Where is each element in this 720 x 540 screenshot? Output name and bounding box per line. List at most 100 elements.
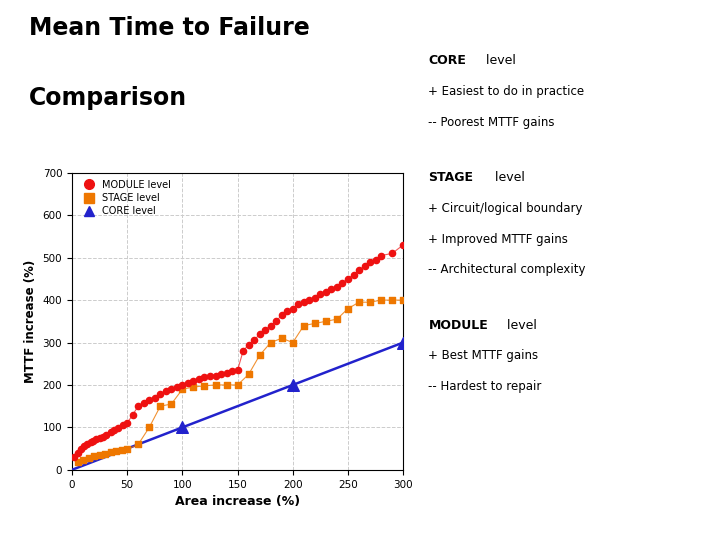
Point bbox=[364, 298, 376, 307]
Point bbox=[193, 374, 204, 383]
Point bbox=[248, 336, 260, 345]
Point bbox=[68, 453, 80, 461]
Point bbox=[375, 296, 387, 305]
X-axis label: Area increase (%): Area increase (%) bbox=[175, 495, 300, 508]
Point bbox=[232, 366, 243, 374]
Point bbox=[199, 381, 210, 390]
Text: + Improved MTTF gains: + Improved MTTF gains bbox=[428, 233, 568, 246]
Point bbox=[171, 382, 183, 391]
Point bbox=[149, 393, 161, 402]
Point bbox=[276, 334, 287, 342]
Point bbox=[85, 438, 96, 447]
Point bbox=[204, 372, 216, 381]
Point bbox=[127, 410, 138, 419]
Point bbox=[72, 458, 84, 467]
Point bbox=[108, 426, 120, 435]
Text: Mean Time to Failure: Mean Time to Failure bbox=[29, 16, 310, 40]
Point bbox=[117, 421, 129, 430]
Point bbox=[77, 456, 89, 465]
Point bbox=[199, 373, 210, 382]
Point bbox=[298, 298, 310, 307]
Text: -- Hardest to repair: -- Hardest to repair bbox=[428, 380, 541, 393]
Point bbox=[81, 440, 93, 449]
Point bbox=[337, 279, 348, 287]
Point bbox=[232, 381, 243, 389]
Point bbox=[143, 423, 155, 431]
Point bbox=[287, 381, 299, 389]
Point bbox=[271, 317, 282, 326]
Point bbox=[138, 399, 150, 407]
Point bbox=[160, 387, 171, 396]
Point bbox=[364, 258, 376, 266]
Text: 5: 5 bbox=[356, 513, 364, 527]
Point bbox=[298, 321, 310, 330]
Point bbox=[143, 395, 155, 404]
Text: Electrical Engineering and Computer Science: Electrical Engineering and Computer Scie… bbox=[526, 519, 698, 528]
Point bbox=[265, 321, 276, 330]
Point bbox=[188, 376, 199, 385]
Point bbox=[75, 444, 86, 453]
Text: CORE: CORE bbox=[428, 54, 467, 67]
Point bbox=[221, 369, 233, 377]
Point bbox=[116, 446, 127, 455]
Point bbox=[105, 428, 117, 437]
Text: compilers creating custom processors: compilers creating custom processors bbox=[14, 514, 159, 523]
Point bbox=[331, 315, 343, 323]
Point bbox=[176, 385, 188, 394]
Point bbox=[387, 249, 398, 258]
Point bbox=[348, 271, 359, 279]
Y-axis label: MTTF increase (%): MTTF increase (%) bbox=[24, 260, 37, 383]
Point bbox=[397, 296, 409, 305]
Point bbox=[276, 310, 287, 319]
Text: MODULE: MODULE bbox=[428, 319, 488, 332]
Point bbox=[105, 448, 117, 456]
Point bbox=[331, 283, 343, 292]
Text: level: level bbox=[482, 54, 516, 67]
Text: + Circuit/logical boundary: + Circuit/logical boundary bbox=[428, 202, 583, 215]
Point bbox=[320, 287, 332, 296]
Point bbox=[155, 402, 166, 410]
Point bbox=[397, 338, 409, 347]
Point bbox=[91, 435, 102, 443]
Point bbox=[354, 298, 365, 307]
Point bbox=[112, 424, 124, 433]
Point bbox=[259, 326, 271, 334]
Point bbox=[238, 347, 249, 355]
Point bbox=[94, 434, 105, 442]
Point bbox=[342, 304, 354, 313]
Point bbox=[254, 351, 266, 360]
Point bbox=[132, 402, 144, 410]
Point bbox=[122, 419, 133, 428]
Point bbox=[282, 306, 293, 315]
Point bbox=[89, 452, 100, 461]
Point bbox=[166, 385, 177, 394]
Point bbox=[166, 400, 177, 408]
Point bbox=[176, 423, 188, 431]
Point bbox=[265, 338, 276, 347]
Point bbox=[122, 445, 133, 454]
Point bbox=[97, 433, 109, 441]
Point bbox=[72, 449, 84, 457]
Point bbox=[342, 274, 354, 283]
Text: Comparison: Comparison bbox=[29, 86, 187, 110]
Point bbox=[155, 390, 166, 399]
Point bbox=[78, 442, 90, 451]
Text: -- Poorest MTTF gains: -- Poorest MTTF gains bbox=[428, 116, 555, 129]
Point bbox=[87, 437, 99, 445]
Point bbox=[359, 262, 370, 271]
Point bbox=[315, 289, 326, 298]
Point bbox=[292, 300, 304, 309]
Point bbox=[188, 383, 199, 391]
Point bbox=[375, 251, 387, 260]
Point bbox=[132, 440, 144, 449]
Point bbox=[387, 296, 398, 305]
Point bbox=[226, 367, 238, 376]
Point bbox=[110, 447, 122, 455]
Point bbox=[320, 317, 332, 326]
Point bbox=[215, 370, 227, 379]
Point bbox=[83, 454, 94, 462]
Point bbox=[254, 330, 266, 339]
Text: + Easiest to do in practice: + Easiest to do in practice bbox=[428, 85, 585, 98]
Point bbox=[101, 431, 112, 440]
Point bbox=[94, 450, 105, 459]
